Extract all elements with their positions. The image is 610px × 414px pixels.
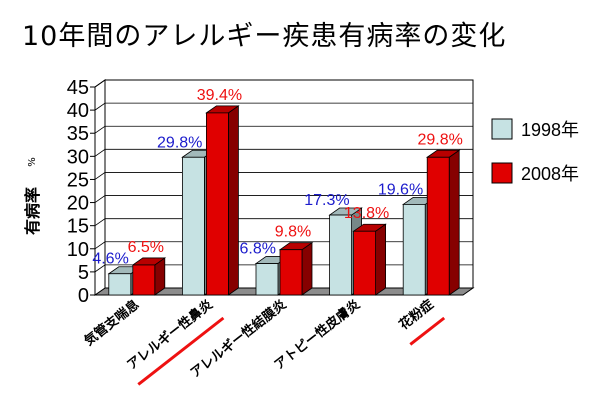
legend: 1998年 2008年 <box>491 118 579 184</box>
bar <box>255 263 279 296</box>
bar-side <box>227 105 239 296</box>
y-tick-label: 30 <box>67 146 89 168</box>
gridline <box>94 102 473 111</box>
data-labels: 4.6%6.5% 29.8% 39.4% 6.8%9.8% 17.3%13.8% 19.6… <box>92 87 463 268</box>
legend-label: 1998年 <box>521 120 579 140</box>
data-label-3-2008: 9.8% <box>275 224 311 241</box>
legend-swatch <box>491 118 513 140</box>
bar <box>205 112 229 296</box>
y-tick-label: 5 <box>78 262 89 284</box>
y-tick-label: 20 <box>67 193 89 215</box>
y-tick-label: 35 <box>67 123 89 145</box>
chart-title: 10年間のアレルギー疾患有病率の変化 <box>22 21 507 52</box>
data-label-5-2008: 29.8% <box>418 131 463 148</box>
gridline <box>94 125 473 134</box>
category-underline <box>137 316 225 386</box>
bar <box>353 230 377 296</box>
y-tick-label: 25 <box>67 169 89 191</box>
data-label-1-2008: 6.5% <box>128 239 164 256</box>
bar <box>181 156 205 296</box>
data-label-2-1998: 29.8% <box>157 134 202 151</box>
gridline <box>94 79 473 88</box>
bars <box>107 105 461 296</box>
data-label-2-2008: 39.4% <box>197 87 242 104</box>
gridline <box>94 148 473 157</box>
legend-label: 2008年 <box>521 164 579 184</box>
data-label-4-2008: 13.8% <box>344 205 389 222</box>
bar <box>108 273 132 296</box>
bar-side <box>301 241 313 296</box>
bar <box>279 249 303 296</box>
y-axis-unit: % <box>27 157 38 167</box>
data-label-1-1998: 4.6% <box>92 251 128 268</box>
bar-side <box>448 149 460 296</box>
y-tick-label: 15 <box>67 216 89 238</box>
data-label-3-1998: 6.8% <box>240 241 276 258</box>
bar-side <box>375 223 387 296</box>
gridline <box>94 172 473 180</box>
y-tick-label: 40 <box>67 100 89 122</box>
y-tick-label: 0 <box>78 285 89 307</box>
bar <box>402 204 426 296</box>
y-tick-label: 45 <box>67 77 89 99</box>
bar <box>329 214 353 296</box>
data-label-5-1998: 19.6% <box>378 181 423 198</box>
legend-swatch <box>491 162 513 184</box>
data-label-4-1998: 17.3% <box>304 192 349 209</box>
bar <box>426 156 450 296</box>
category-label: 気管支喘息 <box>81 297 142 350</box>
gridline <box>94 195 473 203</box>
bar <box>132 264 156 296</box>
category-underline <box>409 316 446 346</box>
y-axis-label: 有病率 <box>23 187 42 235</box>
y-tick-label: 10 <box>67 239 89 261</box>
